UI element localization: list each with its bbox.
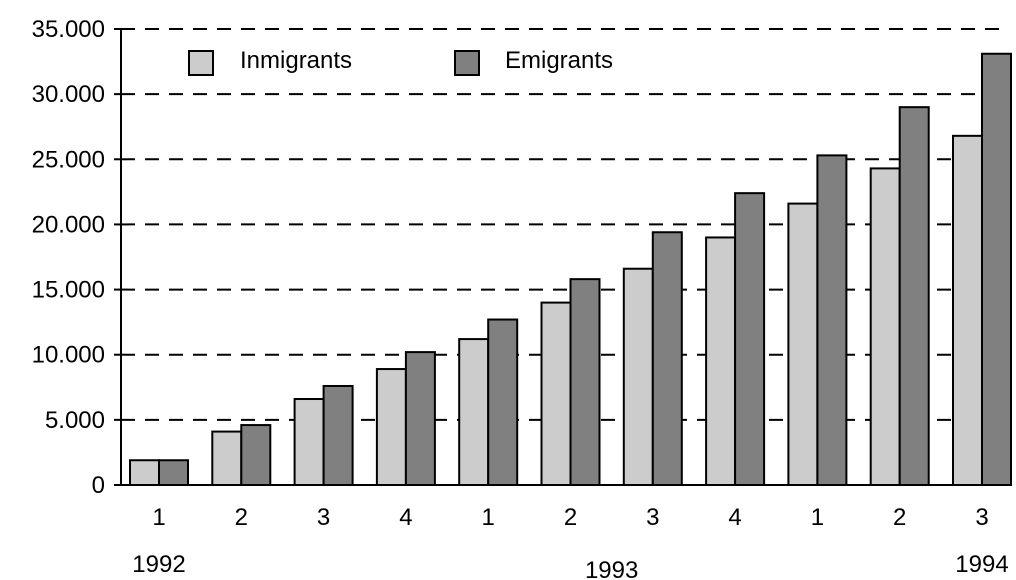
bar-inmigrants-10 — [952, 134, 983, 486]
gridlines — [121, 28, 1000, 421]
year-label-1992: 1992 — [132, 551, 185, 578]
x-category-label: 1 — [811, 504, 824, 531]
bar-inmigrants-7 — [705, 236, 737, 486]
legend-swatch-emigrants — [454, 50, 480, 76]
bar-inmigrants-6 — [622, 267, 654, 486]
x-category-label: 3 — [975, 504, 988, 531]
bar-inmigrants-0 — [129, 459, 160, 487]
x-category-label: 3 — [646, 504, 659, 531]
bar-inmigrants-1 — [211, 430, 243, 486]
bar-emigrants-2 — [322, 384, 354, 486]
legend-label-emigrants: Emigrants — [505, 47, 613, 74]
bar-emigrants-4 — [487, 318, 519, 486]
bar-emigrants-3 — [404, 351, 436, 487]
bar-inmigrants-2 — [293, 398, 325, 486]
bar-inmigrants-5 — [540, 301, 572, 486]
y-tick-label: 35.000 — [32, 16, 105, 43]
y-tick-label: 10.000 — [32, 342, 105, 369]
year-label-1993: 1993 — [585, 557, 638, 580]
axes — [114, 28, 1000, 486]
y-tick-label: 20.000 — [32, 211, 105, 238]
legend-swatch-inmigrants — [188, 50, 214, 76]
y-tick-labels: 0 5.000 10.000 15.000 20.000 25.000 30.000 35.0… — [32, 16, 105, 499]
bar-emigrants-1 — [240, 424, 272, 486]
bar-emigrants-5 — [569, 278, 601, 486]
bar-inmigrants-4 — [458, 338, 490, 486]
x-category-label: 2 — [893, 504, 906, 531]
x-category-label: 1 — [482, 504, 495, 531]
legend: Inmigrants Emigrants — [188, 47, 613, 76]
bar-inmigrants-9 — [869, 167, 901, 487]
x-category-label: 2 — [564, 504, 577, 531]
bar-emigrants-6 — [651, 231, 683, 486]
y-tick-label: 5.000 — [45, 407, 105, 434]
bar-emigrants-9 — [898, 106, 930, 487]
y-tick-label: 0 — [92, 472, 105, 499]
y-tick-label: 15.000 — [32, 277, 105, 304]
bars — [129, 52, 1012, 487]
x-category-label: 4 — [399, 504, 412, 531]
x-category-labels: 1 2 3 4 1 2 3 4 1 2 3 — [152, 504, 988, 531]
x-category-label: 1 — [152, 504, 165, 531]
x-category-label: 3 — [317, 504, 330, 531]
bar-emigrants-0 — [158, 459, 189, 487]
y-tick-label: 25.000 — [32, 146, 105, 173]
x-category-label: 4 — [728, 504, 741, 531]
bar-emigrants-8 — [816, 154, 848, 486]
bar-emigrants-10 — [981, 52, 1012, 487]
year-labels: 1992 1993 1994 — [132, 551, 1008, 580]
bar-inmigrants-8 — [787, 202, 819, 486]
y-tick-label: 30.000 — [32, 81, 105, 108]
year-label-1994: 1994 — [955, 551, 1008, 578]
x-category-label: 2 — [235, 504, 248, 531]
legend-label-inmigrants: Inmigrants — [240, 47, 352, 74]
bar-inmigrants-3 — [375, 368, 407, 486]
bar-emigrants-7 — [734, 192, 766, 486]
